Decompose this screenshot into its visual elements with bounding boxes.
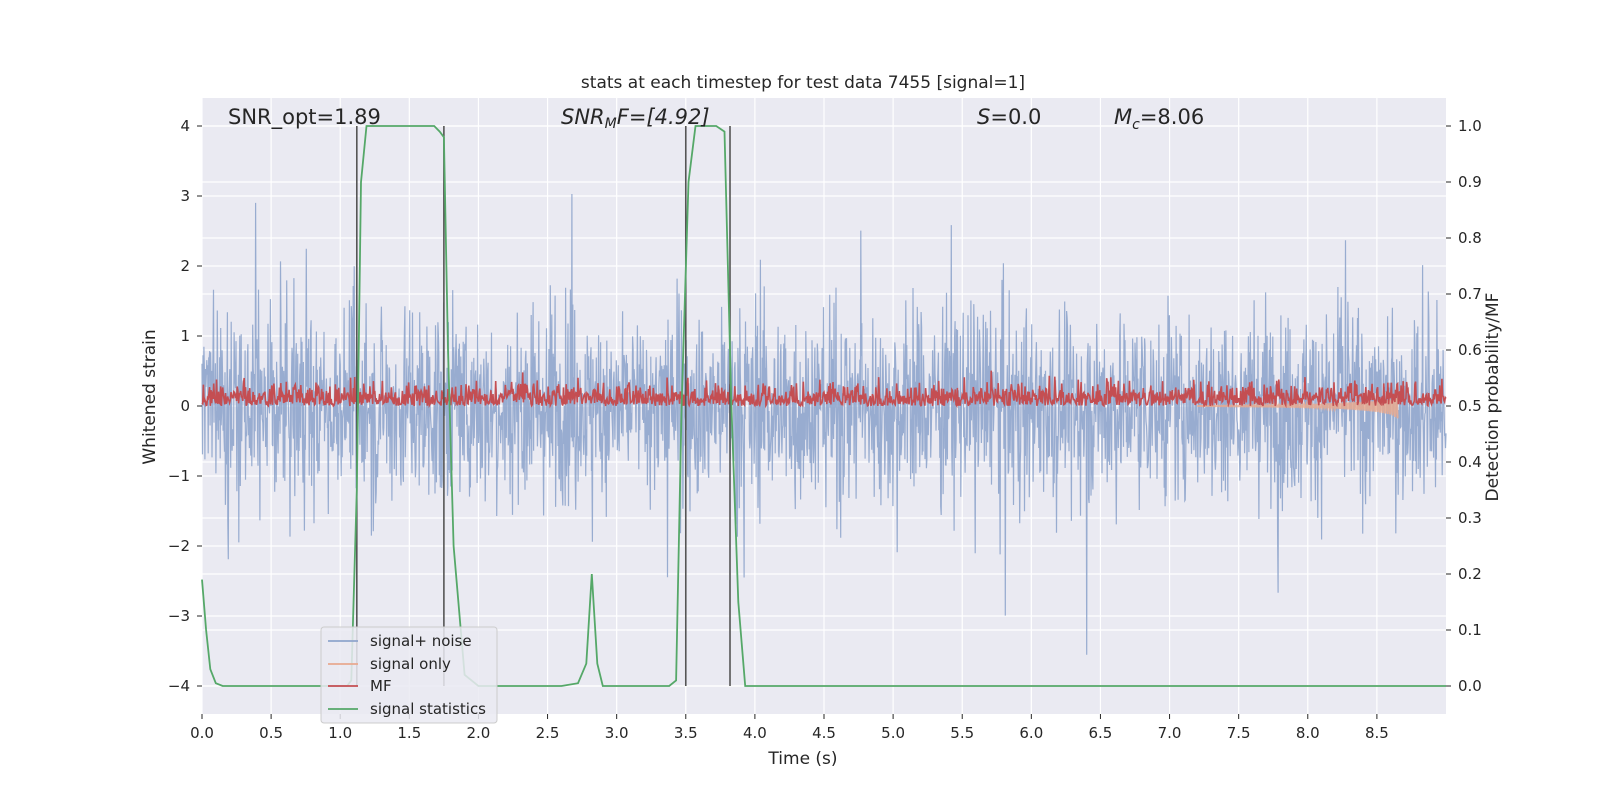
x-tick-label: 7.5: [1227, 724, 1251, 742]
annotation-mc: Mc=8.06: [1114, 105, 1204, 133]
x-tick-label: 2.5: [536, 724, 560, 742]
x-tick-label: 3.0: [605, 724, 629, 742]
y-tick-label-right: 0.0: [1458, 677, 1482, 695]
y-tick-label-right: 0.1: [1458, 621, 1482, 639]
x-tick-label: 2.0: [467, 724, 491, 742]
x-tick-label: 5.0: [881, 724, 905, 742]
series-signal-noise: [201, 193, 1447, 655]
vertical-markers: [356, 126, 731, 686]
legend-box: [320, 626, 498, 724]
legend-label-mf: MF: [370, 677, 392, 695]
y-tick-label-right: 0.9: [1458, 173, 1482, 191]
x-tick-label: 1.0: [328, 724, 352, 742]
x-tick-label: 7.0: [1158, 724, 1182, 742]
chart-title: stats at each timestep for test data 745…: [581, 73, 1025, 93]
y-tick-label-left: 3: [180, 187, 190, 205]
y-tick-label-right: 0.8: [1458, 229, 1482, 247]
y-tick-label-left: 1: [180, 327, 190, 345]
annotation-s: S=0.0: [977, 105, 1041, 129]
x-tick-label: 8.5: [1365, 724, 1389, 742]
y-tick-label-left: −4: [168, 677, 190, 695]
x-tick-label: 3.5: [674, 724, 698, 742]
x-tick-label: 4.5: [812, 724, 836, 742]
y-tick-label-right: 1.0: [1458, 117, 1482, 135]
x-tick-label: 6.5: [1089, 724, 1113, 742]
x-tick-label: 6.0: [1019, 724, 1043, 742]
mf-line: [201, 370, 1447, 409]
y-tick-label-left: 4: [180, 117, 190, 135]
x-tick-label: 8.0: [1296, 724, 1320, 742]
y-tick-label-right: 0.6: [1458, 341, 1482, 359]
y-tick-label-right: 0.7: [1458, 285, 1482, 303]
y-tick-label-left: −2: [168, 537, 190, 555]
y-tick-label-left: −3: [168, 607, 190, 625]
legend-label-signal-statistics: signal statistics: [370, 700, 486, 718]
x-tick-label: 4.0: [743, 724, 767, 742]
series-mf: [201, 370, 1447, 409]
y-tick-label-right: 0.5: [1458, 397, 1482, 415]
axis-ticks: 0.0 0.5 1.0 1.5 2.0 2.5 3.0 3.5 4.0 4.5 5.0 5.5 6.0 6…: [168, 117, 1482, 742]
legend-label-signal-noise: signal+ noise: [370, 632, 472, 650]
annotation-snr-mf: SNRMF=[4.92]: [561, 105, 710, 132]
x-tick-label: 5.5: [950, 724, 974, 742]
y-axis-label-left: Whitened strain: [140, 329, 160, 464]
y-axis-label-right: Detection probability/MF: [1483, 293, 1503, 502]
y-tick-label-left: 2: [180, 257, 190, 275]
y-tick-label-right: 0.3: [1458, 509, 1482, 527]
y-tick-label-left: 0: [180, 397, 190, 415]
annotation-snr-opt: SNR_opt=1.89: [228, 105, 381, 130]
x-tick-label: 0.5: [259, 724, 283, 742]
y-tick-label-left: −1: [168, 467, 190, 485]
y-tick-label-right: 0.4: [1458, 453, 1482, 471]
x-axis-label: Time (s): [767, 749, 837, 769]
legend: signal+ noise signal only MF signal stat…: [320, 626, 498, 724]
x-tick-label: 1.5: [397, 724, 421, 742]
y-tick-label-right: 0.2: [1458, 565, 1482, 583]
signal-noise-line: [201, 193, 1447, 655]
x-tick-label: 0.0: [190, 724, 214, 742]
legend-label-signal-only: signal only: [370, 655, 451, 673]
